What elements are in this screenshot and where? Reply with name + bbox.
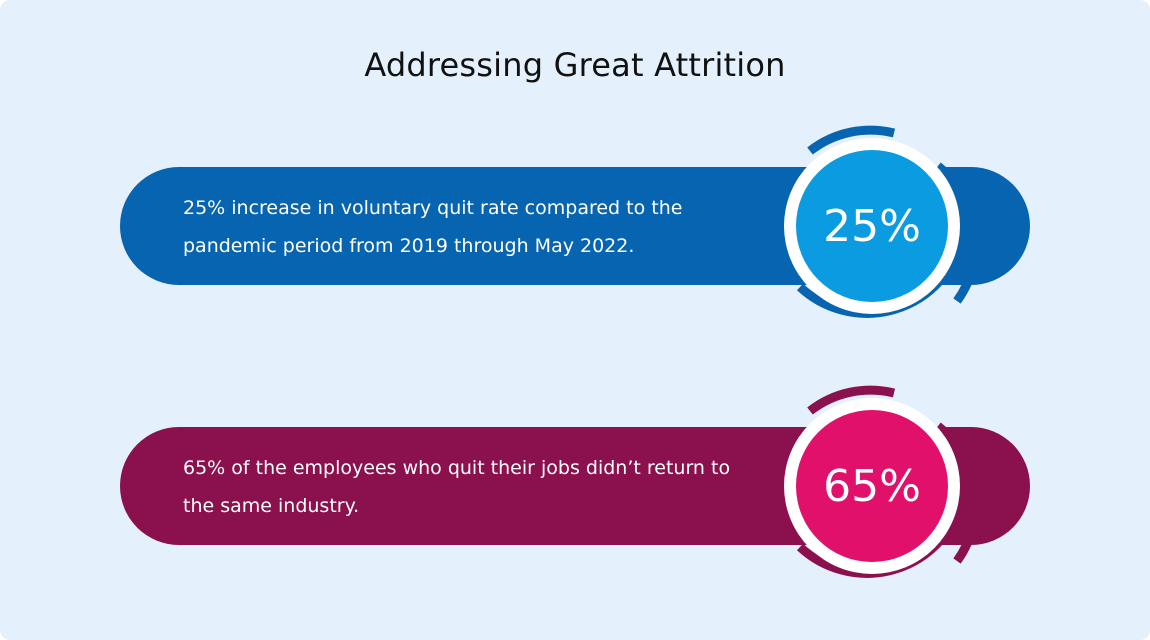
infographic-title: Addressing Great Attrition [364, 46, 786, 84]
stat-badge-industry: 65% [772, 381, 972, 591]
stat-description-industry: 65% of the employees who quit their jobs… [183, 457, 731, 517]
badge-circle [796, 410, 948, 562]
accent-arc-top [807, 385, 896, 415]
stat-description-quit-rate: 25% increase in voluntary quit rate comp… [183, 197, 683, 257]
stat-value-industry: 65% [823, 460, 921, 512]
accent-arc-right [935, 162, 972, 304]
stat-value-quit-rate: 25% [823, 200, 921, 252]
stat-badge-quit-rate: 25% [772, 121, 972, 331]
accent-arc-top [807, 125, 896, 155]
badge-ring-graphic [784, 385, 972, 578]
badge-circle [796, 150, 948, 302]
badge-ring-graphic [784, 125, 972, 318]
accent-arc-right [935, 422, 972, 564]
